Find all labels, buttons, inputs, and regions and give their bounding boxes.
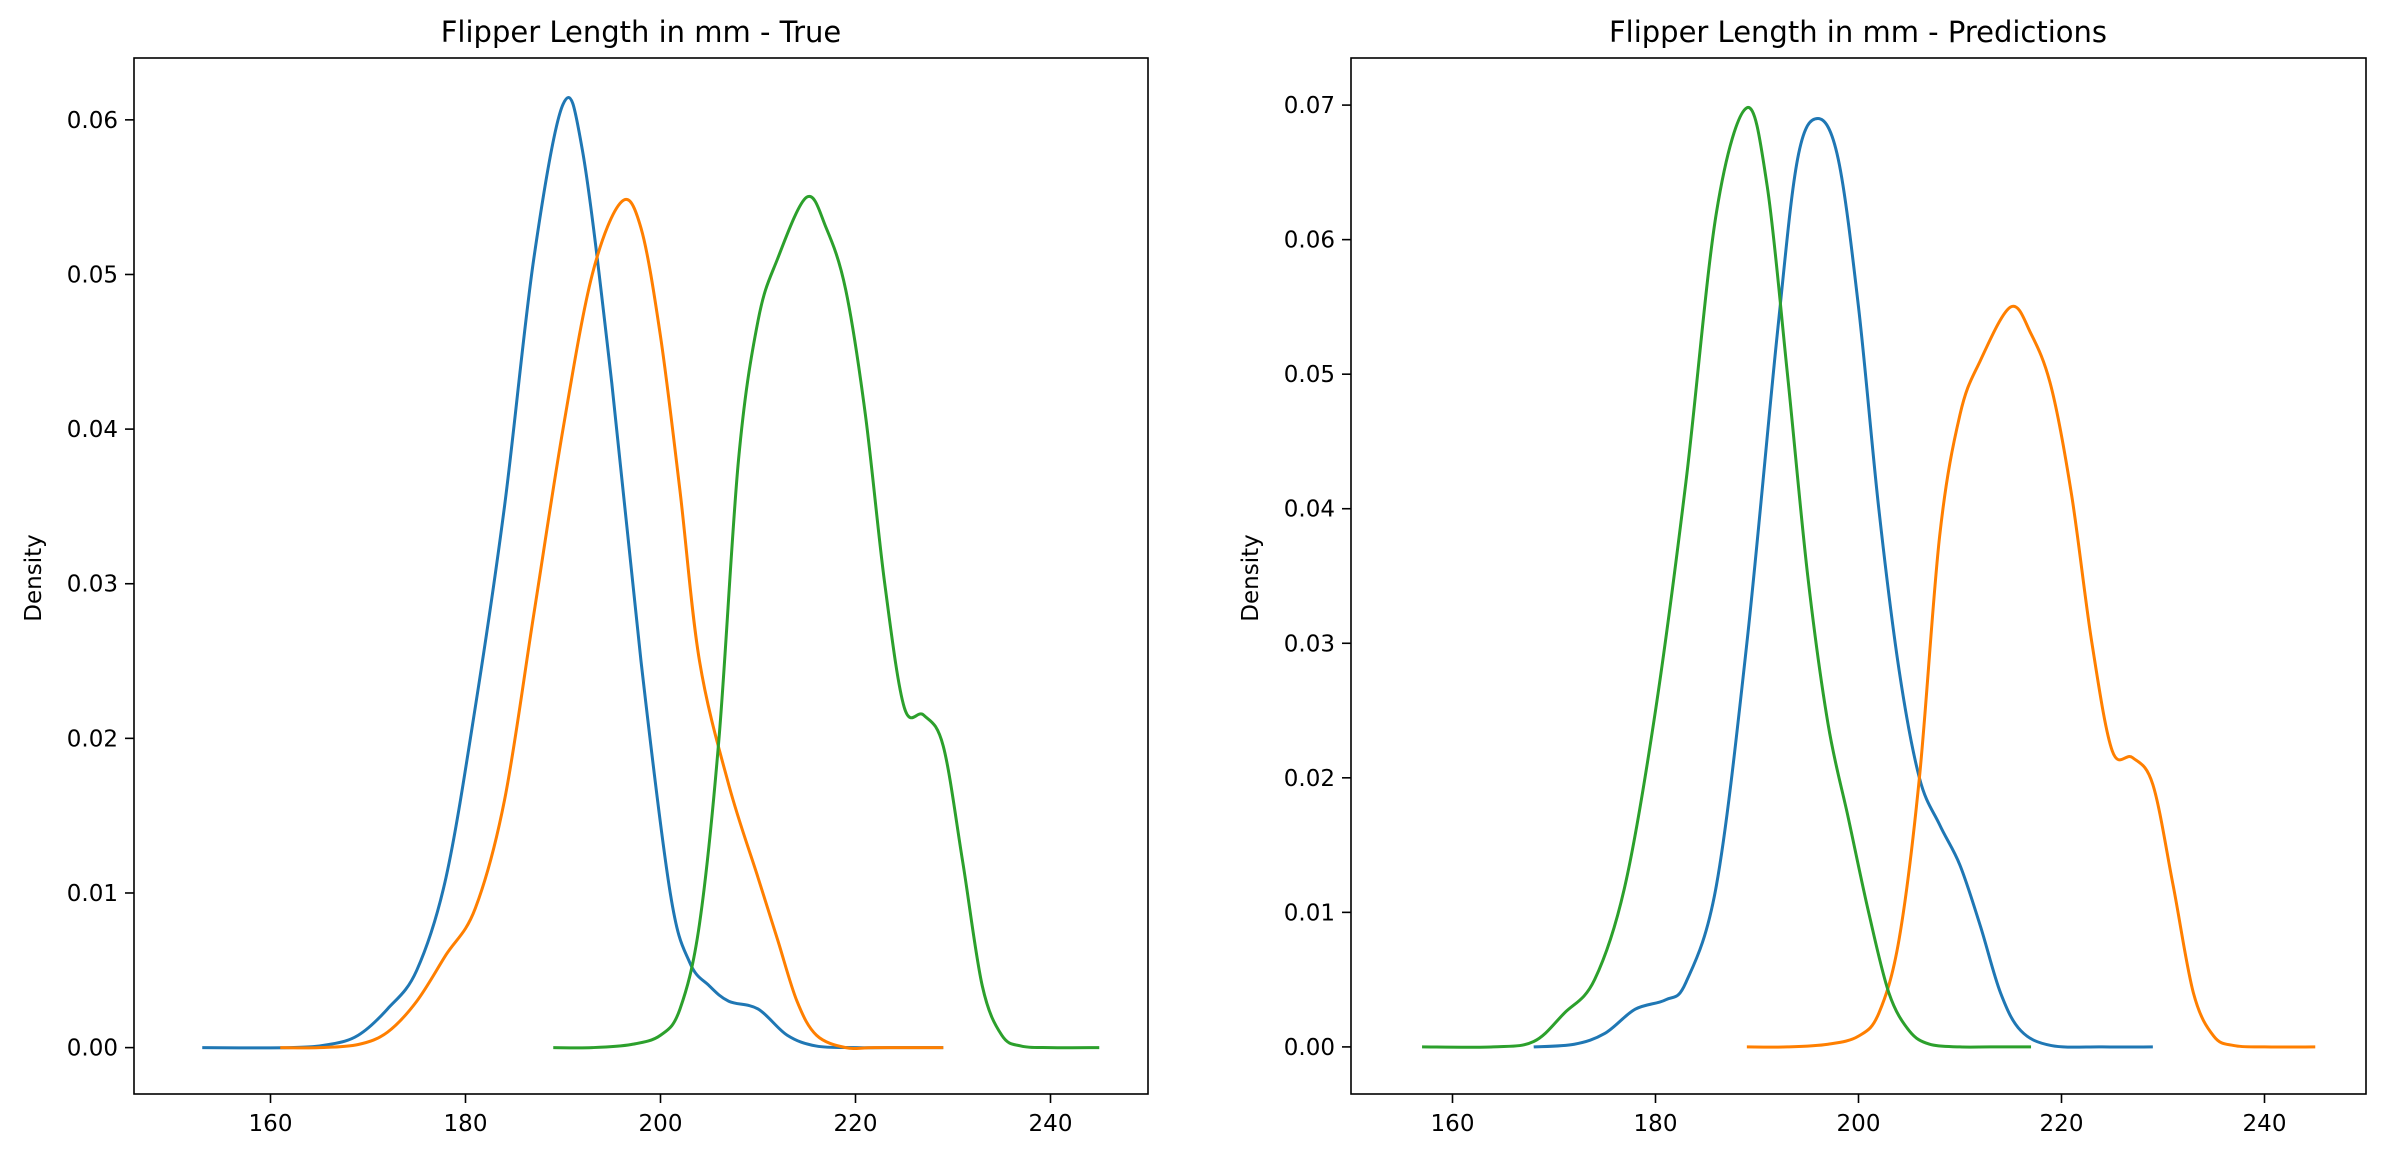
y-tick-label: 0.01 xyxy=(1284,900,1335,926)
y-tick-label: 0.04 xyxy=(67,417,118,443)
y-tick-label: 0.01 xyxy=(67,881,118,907)
x-tick-label: 200 xyxy=(1837,1111,1881,1137)
plot-area: 160 180 200 220 240 0.00 0.01 0.02 0.03 0.04 0.05 0… xyxy=(1284,57,2367,1137)
density-line-2 xyxy=(1746,304,2316,1049)
y-tick-label: 0.05 xyxy=(1284,362,1335,388)
axes-frame xyxy=(1350,57,2367,1095)
subplot-predictions: Flipper Length in mm - Predictions Densi… xyxy=(1238,15,2367,1137)
axes-frame xyxy=(133,57,1149,1095)
y-tick-label: 0.02 xyxy=(67,726,118,752)
y-tick-label: 0.03 xyxy=(67,572,118,598)
density-line-1 xyxy=(1533,117,2153,1049)
y-tick-label: 0.05 xyxy=(67,262,118,288)
x-tick-label: 160 xyxy=(249,1111,293,1137)
y-tick-label: 0.06 xyxy=(67,108,118,134)
x-tick-label: 180 xyxy=(444,1111,488,1137)
density-line-1 xyxy=(202,96,944,1050)
y-axis-label: Density xyxy=(1238,534,1264,621)
x-tick-label: 160 xyxy=(1431,1111,1475,1137)
density-line-3 xyxy=(1422,106,2032,1049)
plot-area: 160 180 200 220 240 0.00 0.01 0.02 0.03 0.04 0.05 0… xyxy=(67,57,1149,1137)
y-tick-label: 0.00 xyxy=(67,1036,118,1062)
y-tick-label: 0.03 xyxy=(1284,631,1335,657)
x-tick-label: 240 xyxy=(2243,1111,2287,1137)
y-tick-label: 0.07 xyxy=(1284,93,1335,119)
x-tick-label: 200 xyxy=(639,1111,683,1137)
x-tick-label: 240 xyxy=(1029,1111,1073,1137)
density-line-3 xyxy=(553,194,1100,1050)
density-line-2 xyxy=(280,198,944,1051)
y-tick-label: 0.06 xyxy=(1284,228,1335,254)
y-tick-label: 0.02 xyxy=(1284,766,1335,792)
y-axis-label: Density xyxy=(21,534,47,621)
chart-title: Flipper Length in mm - Predictions xyxy=(1609,15,2107,49)
subplot-true: Flipper Length in mm - True Density 160 1… xyxy=(21,15,1149,1137)
x-tick-label: 220 xyxy=(2040,1111,2084,1137)
x-tick-label: 220 xyxy=(834,1111,878,1137)
chart-title: Flipper Length in mm - True xyxy=(441,15,842,49)
y-tick-label: 0.00 xyxy=(1284,1035,1335,1061)
x-tick-label: 180 xyxy=(1634,1111,1678,1137)
y-tick-label: 0.04 xyxy=(1284,497,1335,523)
